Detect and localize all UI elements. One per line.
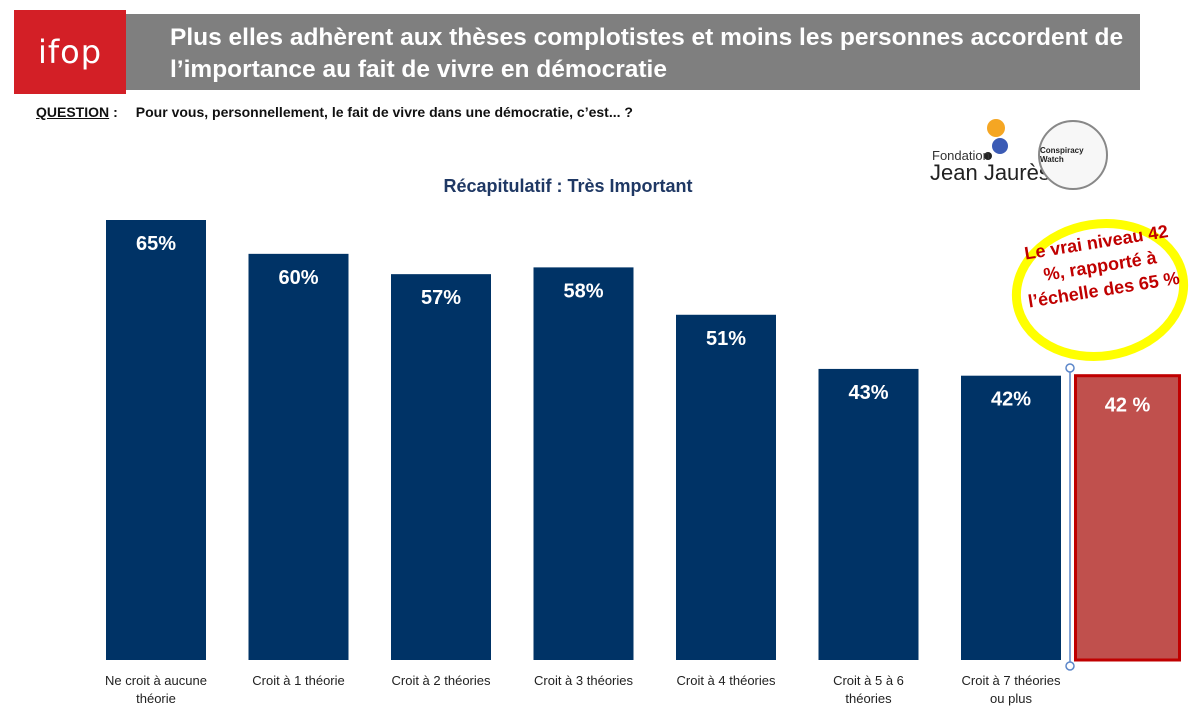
highlight-bar [1074, 374, 1181, 662]
title-bar: Plus elles adhèrent aux thèses complotis… [126, 14, 1140, 90]
category-label: Croit à 3 théories [534, 673, 633, 688]
category-label: ou plus [990, 691, 1032, 706]
bar [248, 253, 349, 660]
category-label: Ne croit à aucune [105, 673, 207, 688]
question-text: Pour vous, personnellement, le fait de v… [135, 104, 633, 120]
bar [676, 314, 776, 660]
fjj-logo-mark-icon [984, 119, 1008, 160]
connector-bottom-handle [1065, 661, 1075, 671]
partner-logos: Fondation Jean Jaurès Conspiracy Watch [928, 116, 1108, 190]
highlight-bar-label: 42 % [1105, 395, 1151, 417]
category-label: Croit à 7 théories [962, 673, 1061, 688]
bar-value-label: 42% [991, 389, 1031, 411]
category-label: théories [845, 691, 892, 706]
cw-label: Conspiracy Watch [1040, 146, 1084, 164]
category-label: théorie [136, 691, 176, 706]
bar [533, 267, 634, 660]
category-label: Croit à 2 théories [392, 673, 491, 688]
bar-value-label: 51% [706, 328, 746, 350]
bar [391, 274, 491, 660]
question-line: QUESTION: Pour vous, personnellement, le … [36, 104, 633, 120]
fjj-line2: Jean Jaurès [930, 160, 1050, 185]
bar [961, 375, 1061, 660]
ifop-logo: ifop [14, 10, 126, 94]
bar-value-label: 43% [848, 382, 888, 404]
chart-title: Récapitulatif : Très Important [443, 176, 692, 196]
fjj-line1: Fondation [932, 148, 990, 163]
category-label: Croit à 4 théories [677, 673, 776, 688]
bar [106, 220, 206, 660]
bar-value-label: 57% [421, 287, 461, 309]
category-label: Croit à 1 théorie [252, 673, 345, 688]
page-title: Plus elles adhèrent aux thèses complotis… [170, 24, 1124, 83]
ifop-logo-text: ifop [37, 33, 103, 71]
connector-top-handle [1065, 363, 1075, 373]
bar-value-label: 65% [136, 233, 176, 255]
bar-value-label: 60% [278, 267, 318, 289]
category-label: Croit à 5 à 6 [833, 673, 904, 688]
bar-chart: Récapitulatif : Très Important 65% Ne cro… [105, 176, 1181, 706]
bar-value-label: 58% [563, 280, 603, 302]
bar [818, 368, 919, 660]
bar-group: 65% Ne croit à aucune théorie 60% Croit à 1 … [105, 220, 1181, 706]
question-label: QUESTION [36, 104, 110, 120]
question-separator: : [113, 104, 118, 120]
conspiracy-watch-logo: Conspiracy Watch [1038, 120, 1108, 190]
annotation-callout: Le vrai niveau 42 %, rapporté à l’échell… [1008, 216, 1192, 364]
annotation-highlight [1011, 219, 1189, 361]
